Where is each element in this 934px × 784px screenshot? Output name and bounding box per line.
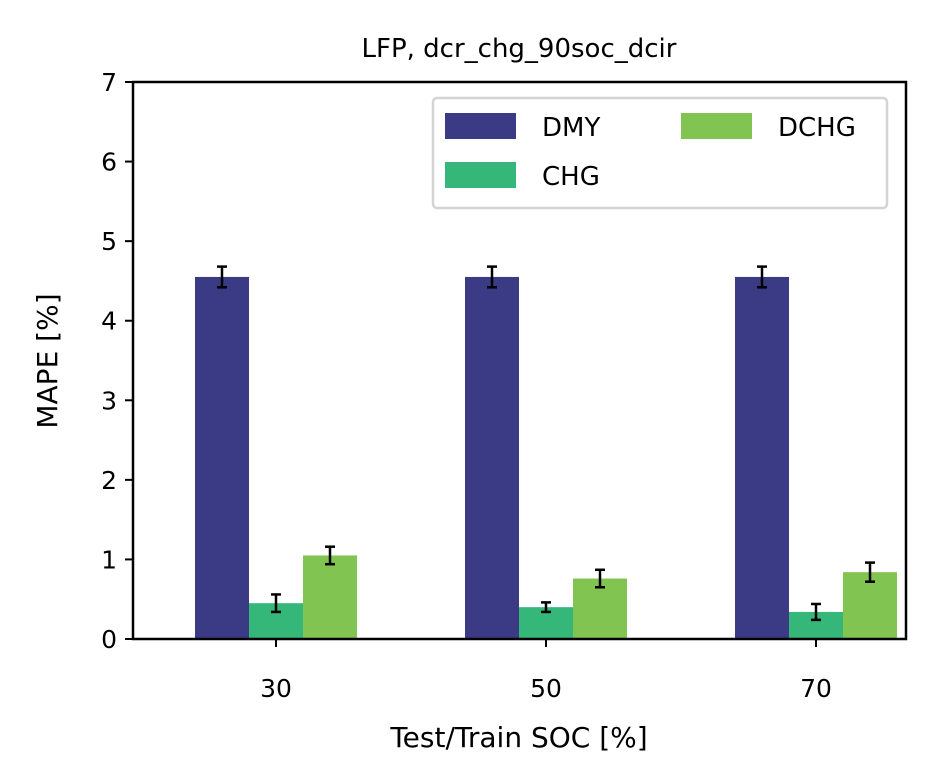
x-tick-label-50: 50 <box>530 674 562 703</box>
bar-dchg-30 <box>303 555 357 639</box>
x-tick-label-30: 30 <box>260 674 292 703</box>
legend-swatch-chg <box>445 162 516 188</box>
y-tick-label-3: 3 <box>101 386 117 415</box>
legend-swatch-dmy <box>445 113 516 139</box>
bar-dmy-50 <box>465 276 519 639</box>
chart-title: LFP, dcr_chg_90soc_dcir <box>362 34 677 64</box>
legend-label-dchg: DCHG <box>778 113 856 143</box>
y-axis-label: MAPE [%] <box>31 293 64 428</box>
bar-dchg-70 <box>843 572 897 639</box>
legend-box <box>431 96 889 210</box>
y-tick-label-7: 7 <box>101 68 117 97</box>
bar-dchg-50 <box>573 578 627 639</box>
y-tick-label-0: 0 <box>101 625 117 654</box>
y-tick-label-5: 5 <box>101 227 117 256</box>
axes-frame <box>131 80 908 641</box>
legend-label-chg: CHG <box>542 162 600 192</box>
bar-dmy-30 <box>195 276 249 639</box>
x-tick-label-70: 70 <box>800 674 832 703</box>
legend-swatch-dchg <box>681 113 752 139</box>
x-axis-label: Test/Train SOC [%] <box>389 721 647 754</box>
y-tick-label-1: 1 <box>101 545 117 574</box>
plot-area: 0 1 2 3 4 5 6 7 30 50 70 DMY CHG DCHG <box>101 68 908 703</box>
y-tick-label-6: 6 <box>101 148 117 177</box>
y-tick-label-4: 4 <box>101 307 117 336</box>
bar-dmy-70 <box>735 276 789 639</box>
legend-label-dmy: DMY <box>542 113 600 143</box>
y-tick-label-2: 2 <box>101 466 117 495</box>
